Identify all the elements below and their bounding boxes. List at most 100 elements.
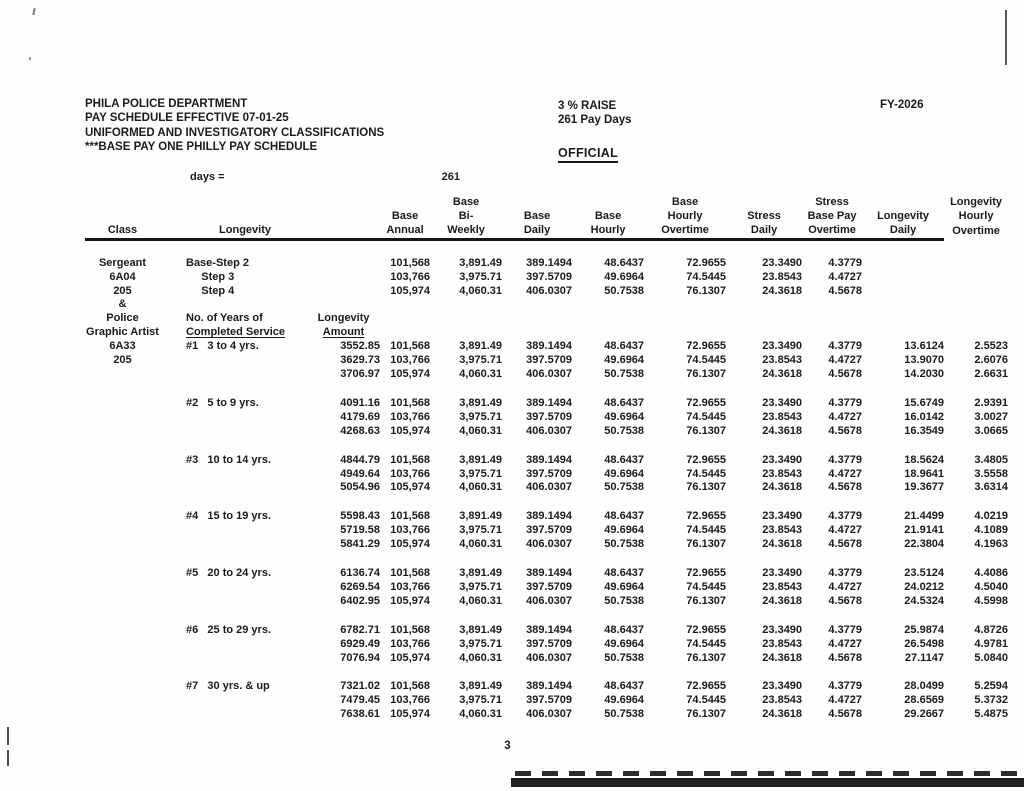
cell-text: 74.5445	[686, 694, 727, 707]
cell-text: 4.4727	[828, 637, 863, 650]
value-cell: 4.5998	[944, 595, 1008, 609]
table-row: 4268.63 105,974 4,060.31 406.0307 50.7538 76.…	[85, 425, 1008, 439]
value-cell: 3.0027	[944, 411, 1008, 425]
value-cell	[160, 368, 285, 382]
value-cell: 4.5678	[802, 708, 862, 722]
value-cell: 49.6964	[572, 638, 644, 652]
cell-text: 76.1307	[686, 651, 727, 664]
scan-artifact-bottom-bar	[511, 778, 1024, 787]
cell-text: 5.0840	[974, 651, 1009, 664]
value-cell	[160, 538, 285, 552]
cell-text: 74.5445	[686, 270, 727, 283]
value-cell: 24.5324	[862, 595, 944, 609]
cell-text: 48.6437	[604, 510, 645, 523]
column-header-cell	[85, 210, 160, 224]
value-cell: 3,975.71	[430, 354, 502, 368]
value-cell: 6269.54	[285, 581, 380, 595]
fiscal-year-label: FY-2026	[880, 99, 924, 111]
cell-text: 389.1494	[526, 567, 573, 580]
cell-text: 26.5498	[904, 637, 945, 650]
value-cell: 406.0307	[502, 368, 572, 382]
cell-text: 29.2667	[904, 708, 945, 721]
table-row: Sergeant Base-Step 2 101,568 3,891.49 389.14…	[85, 239, 1008, 270]
cell-text: 4,060.31	[459, 481, 503, 494]
column-header-cell	[572, 196, 644, 210]
value-cell: 2.9391	[944, 382, 1008, 411]
value-cell: 74.5445	[644, 524, 726, 538]
cell-text: 406.0307	[526, 708, 573, 721]
cell-text: 2.9391	[974, 396, 1009, 409]
cell-text: 6A33	[109, 340, 136, 353]
value-cell: 13.6124	[862, 340, 944, 354]
value-cell: 76.1307	[644, 285, 726, 299]
value-cell: 3,975.71	[430, 638, 502, 652]
column-header-cell: Overtime	[952, 225, 1000, 238]
table-row: 6402.95 105,974 4,060.31 406.0307 50.7538 76.…	[85, 595, 1008, 609]
value-cell: Completed Service	[160, 326, 285, 340]
cell-text: 23.3490	[762, 256, 803, 269]
value-cell: No. of Years of	[160, 312, 285, 326]
value-cell: 105,974	[380, 538, 430, 552]
cell-text: 4949.64	[340, 467, 381, 480]
cell-text: 389.1494	[526, 340, 573, 353]
value-cell: 50.7538	[572, 425, 644, 439]
cell-text: 48.6437	[604, 567, 645, 580]
header-row: Base Base Stress Longevity	[85, 196, 1008, 210]
cell-text: 4091.16	[340, 396, 381, 409]
value-cell: 49.6964	[572, 694, 644, 708]
value-cell: 4.4727	[802, 638, 862, 652]
value-cell: 7638.61	[285, 708, 380, 722]
cell-text: 48.6437	[604, 256, 645, 269]
header-row: Base Bi- Base Base Hourly Stress Base Pay Longe…	[85, 210, 1008, 224]
cell-text: 4.5040	[974, 580, 1009, 593]
value-cell: 72.9655	[644, 382, 726, 411]
value-cell	[572, 298, 644, 312]
cell-text: 4.8726	[974, 623, 1009, 636]
cell-text: 21.4499	[904, 510, 945, 523]
value-cell: 3,891.49	[430, 609, 502, 638]
class-cell: Sergeant	[85, 239, 160, 270]
column-header-cell: Overtime	[644, 223, 727, 241]
value-cell: 23.3490	[726, 609, 802, 638]
value-cell	[160, 298, 285, 312]
value-cell: 105,974	[380, 595, 430, 609]
cell-text: 3,975.71	[459, 580, 503, 593]
cell-text: 74.5445	[686, 467, 727, 480]
value-cell: 7321.02	[285, 665, 380, 694]
value-cell: 3.0665	[944, 425, 1008, 439]
table-row: Police No. of Years of Longevity	[85, 312, 1008, 326]
cell-text: 72.9655	[686, 396, 727, 409]
value-cell: 5054.96	[285, 481, 380, 495]
value-cell: 5719.58	[285, 524, 380, 538]
cell-text: 105,974	[390, 651, 431, 664]
value-cell	[285, 239, 380, 270]
value-cell: 4.3779	[802, 609, 862, 638]
value-cell: 103,766	[380, 694, 430, 708]
value-cell: 397.5709	[502, 638, 572, 652]
value-cell: 24.3618	[726, 538, 802, 552]
cell-text: 72.9655	[686, 510, 727, 523]
value-cell: 24.3618	[726, 481, 802, 495]
cell-text: 105,974	[390, 708, 431, 721]
column-header-cell: Hourly	[572, 223, 645, 241]
cell-text: 6269.54	[340, 580, 381, 593]
cell-text: 50.7538	[604, 651, 645, 664]
value-cell: 3.4805	[944, 439, 1008, 468]
value-cell: 5841.29	[285, 538, 380, 552]
cell-text: 49.6964	[604, 637, 645, 650]
cell-text: 4.4727	[828, 524, 863, 537]
cell-text: 5719.58	[340, 524, 381, 537]
cell-text: 389.1494	[526, 623, 573, 636]
cell-text: 103,766	[390, 524, 431, 537]
cell-text: 48.6437	[604, 623, 645, 636]
cell-text: 4.5678	[828, 708, 863, 721]
column-header-cell: Class	[85, 223, 160, 241]
cell-text: 72.9655	[686, 340, 727, 353]
cell-text: 3.6314	[974, 481, 1009, 494]
value-cell: 49.6964	[572, 581, 644, 595]
cell-text: 49.6964	[604, 580, 645, 593]
value-cell: 23.3490	[726, 665, 802, 694]
value-cell: 6929.49	[285, 638, 380, 652]
table-row: #4 15 to 19 yrs. 5598.43 101,568 3,891.49 38…	[85, 495, 1008, 524]
value-cell: 13.9070	[862, 354, 944, 368]
